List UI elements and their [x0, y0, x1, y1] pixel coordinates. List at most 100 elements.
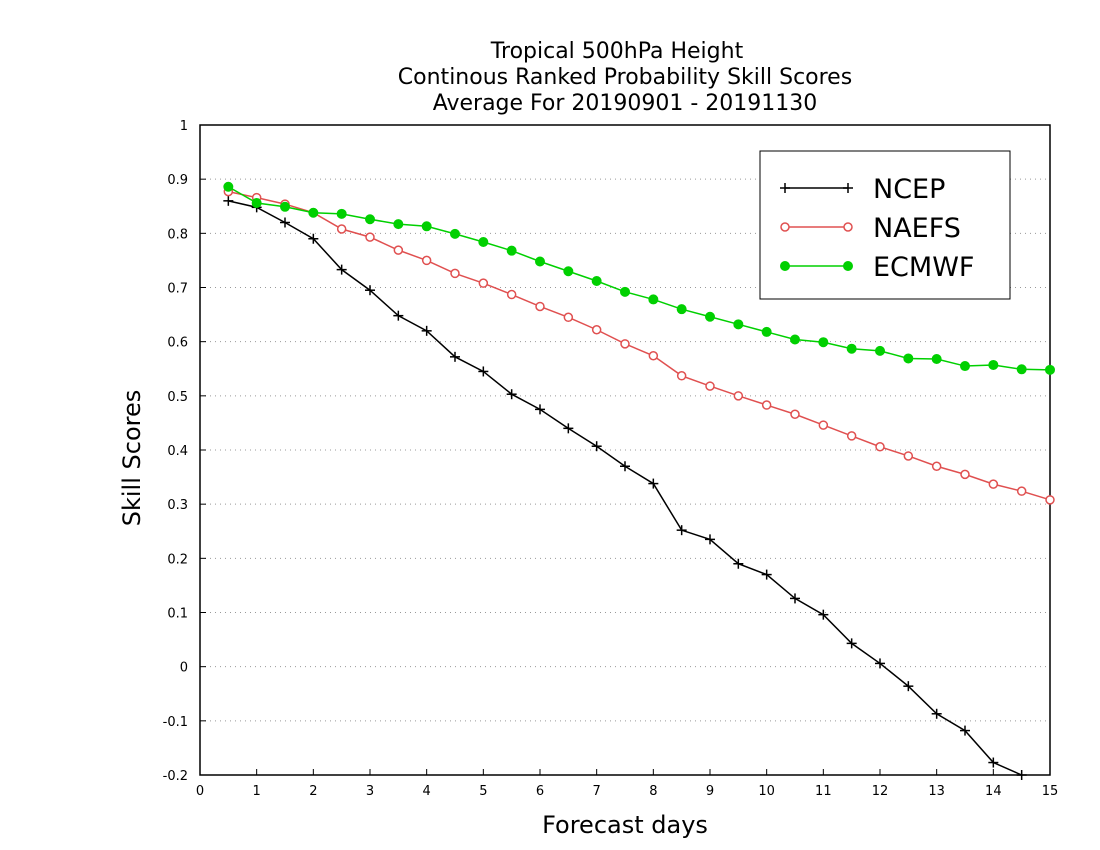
data-point-ncep — [421, 325, 432, 336]
data-point-ecmwf — [393, 219, 404, 230]
y-tick-label: 0.4 — [167, 444, 188, 459]
data-point-ncep — [705, 534, 715, 545]
y-tick-label: -0.1 — [163, 715, 188, 730]
data-point-ncep — [676, 525, 687, 536]
y-tick-label: 0.8 — [167, 227, 188, 242]
legend-marker-ecmwf — [780, 261, 790, 271]
data-point-naefs — [761, 400, 772, 410]
data-point-naefs — [988, 479, 999, 489]
data-point-ecmwf — [280, 201, 290, 212]
data-point-ncep — [450, 351, 460, 362]
x-tick-label: 14 — [985, 784, 1002, 799]
data-point-ecmwf — [875, 345, 885, 356]
data-point-naefs — [875, 442, 885, 452]
data-point-naefs — [705, 381, 715, 391]
data-point-naefs — [676, 371, 687, 381]
y-tick-label: 0 — [180, 661, 188, 676]
data-point-ecmwf — [506, 245, 517, 256]
data-point-naefs — [648, 351, 659, 361]
data-point-ecmwf — [421, 221, 432, 232]
legend: NCEP NAEFS ECMWF — [759, 150, 1011, 300]
data-point-ecmwf — [535, 256, 545, 267]
data-point-ecmwf — [1045, 364, 1055, 375]
data-point-naefs — [903, 451, 914, 461]
x-tick-label: 4 — [423, 784, 431, 799]
chart-title: Tropical 500hPa Height Continous Ranked … — [398, 39, 852, 116]
data-point-ecmwf — [931, 354, 942, 364]
data-point-naefs — [960, 469, 970, 480]
x-tick-label: 15 — [1042, 784, 1059, 799]
y-tick-label: 1 — [180, 119, 188, 134]
data-point-naefs — [1016, 486, 1027, 496]
data-point-ecmwf — [960, 361, 970, 372]
legend-item-ecmwf: ECMWF — [780, 252, 974, 283]
data-point-ecmwf — [336, 208, 347, 219]
legend-marker-ncep — [780, 183, 790, 193]
data-point-naefs — [535, 301, 545, 312]
y-tick-label: 0.7 — [167, 282, 188, 297]
data-point-ncep — [960, 725, 970, 736]
data-point-ncep — [280, 217, 290, 228]
legend-marker-ncep — [843, 183, 853, 193]
data-point-ecmwf — [620, 286, 630, 297]
data-point-naefs — [931, 461, 942, 471]
legend-label-ecmwf: ECMWF — [873, 252, 974, 283]
data-point-naefs — [336, 224, 347, 234]
data-point-ecmwf — [733, 319, 744, 330]
legend-box — [759, 150, 1011, 300]
x-tick-label: 9 — [706, 784, 714, 799]
data-point-naefs — [450, 268, 460, 279]
y-tick-label: 0.3 — [167, 498, 188, 513]
data-point-naefs — [818, 420, 829, 430]
x-tick-label: 10 — [758, 784, 775, 799]
data-point-ncep — [931, 708, 942, 719]
y-tick-label: -0.2 — [163, 769, 188, 784]
x-axis: 0 1 2 3 4 5 6 7 8 9 10 11 12 13 14 15 — [196, 769, 1058, 799]
series-ncep — [223, 195, 1027, 780]
x-tick-label: 7 — [593, 784, 601, 799]
data-point-ecmwf — [1016, 364, 1027, 375]
x-tick-label: 8 — [649, 784, 657, 799]
data-point-naefs — [1045, 495, 1055, 505]
data-point-ncep — [761, 569, 772, 580]
data-point-ncep — [875, 658, 885, 669]
data-point-ncep — [846, 638, 857, 649]
data-point-ncep — [620, 461, 630, 472]
x-tick-label: 1 — [253, 784, 261, 799]
data-point-ncep — [478, 366, 489, 377]
data-point-naefs — [620, 339, 630, 349]
x-tick-label: 13 — [928, 784, 945, 799]
legend-items: NCEP NAEFS ECMWF — [780, 174, 974, 283]
legend-marker-naefs — [843, 222, 853, 232]
data-point-ecmwf — [308, 207, 319, 218]
data-point-ncep — [535, 404, 545, 415]
data-point-naefs — [478, 278, 489, 288]
x-axis-label: Forecast days — [542, 811, 708, 839]
legend-marker-naefs — [780, 222, 790, 232]
data-point-ecmwf — [705, 311, 715, 322]
data-point-ncep — [393, 310, 404, 321]
legend-label-naefs: NAEFS — [873, 213, 961, 244]
series-ecmwf — [223, 181, 1055, 375]
data-point-ecmwf — [365, 214, 375, 225]
data-point-ncep — [336, 264, 347, 275]
data-point-ecmwf — [450, 228, 460, 239]
data-point-ecmwf — [790, 334, 800, 345]
data-point-ncep — [308, 233, 319, 244]
data-point-ncep — [733, 558, 744, 569]
data-point-ecmwf — [761, 326, 772, 337]
x-tick-label: 2 — [309, 784, 317, 799]
data-point-ncep — [818, 609, 829, 620]
data-point-ecmwf — [223, 181, 234, 192]
title-line-1: Tropical 500hPa Height — [490, 39, 744, 64]
data-point-ecmwf — [648, 294, 659, 305]
y-tick-label: 0.2 — [167, 552, 188, 567]
data-point-ecmwf — [903, 353, 914, 364]
data-point-ncep — [903, 681, 914, 692]
data-point-ncep — [506, 389, 517, 400]
data-point-naefs — [563, 312, 574, 323]
legend-item-ncep: NCEP — [780, 174, 945, 205]
data-point-naefs — [733, 391, 744, 401]
data-point-ecmwf — [676, 304, 687, 315]
